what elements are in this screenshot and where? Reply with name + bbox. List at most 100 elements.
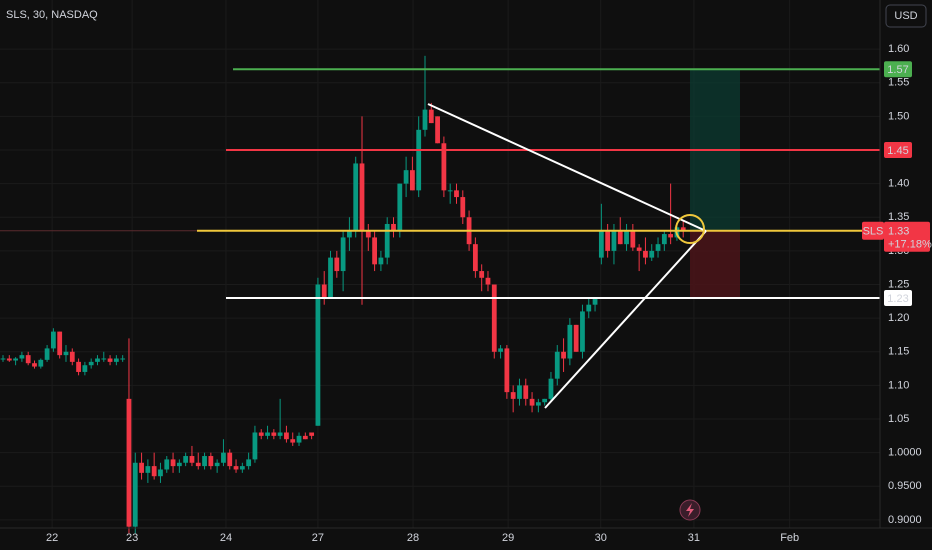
candle-body — [378, 257, 384, 265]
candle-body — [384, 223, 390, 258]
candle-body — [334, 257, 340, 272]
candle-body — [76, 361, 81, 372]
candle-body — [32, 363, 37, 367]
candle-body — [107, 358, 113, 362]
candle-body — [561, 351, 566, 359]
candle-body — [227, 452, 233, 467]
candle-body — [101, 358, 107, 360]
y-tick-label: 1.60 — [888, 43, 909, 55]
candle-body — [649, 250, 655, 258]
candle-body — [132, 462, 138, 527]
x-tick-label: 24 — [220, 532, 232, 544]
trend-line-upper — [427, 103, 707, 232]
level-tag-label: 1.45 — [887, 145, 908, 157]
candle-body — [6, 358, 12, 361]
currency-button[interactable] — [885, 4, 927, 28]
candle-body — [290, 439, 296, 443]
candles — [0, 55, 686, 534]
candle-body — [239, 466, 245, 470]
candle-body — [567, 324, 573, 359]
candle-body — [183, 456, 189, 463]
y-tick-label: 1.0000 — [888, 447, 922, 459]
symbol-tag — [862, 221, 884, 240]
y-tick-label: 1.15 — [888, 346, 909, 358]
candle-body — [359, 163, 365, 231]
y-tick-label: 1.35 — [888, 211, 909, 223]
x-tick-label: 30 — [595, 532, 607, 544]
candle-body — [233, 466, 239, 470]
candle-body — [151, 466, 157, 477]
candle-body — [391, 223, 396, 231]
candle-body — [25, 355, 31, 364]
level-tag — [884, 61, 912, 78]
symbol-tag-label: SLS — [863, 226, 884, 238]
candle-body — [88, 361, 94, 366]
y-tick-label: 1.55 — [888, 77, 909, 89]
candle-body — [0, 358, 6, 360]
grid — [0, 0, 880, 528]
candle-body — [372, 237, 378, 265]
candle-body — [82, 365, 88, 372]
candle-body — [542, 398, 548, 403]
y-tick-label: 1.25 — [888, 278, 909, 290]
level-tag-label: 1.23 — [887, 293, 908, 305]
candle-body — [636, 247, 642, 251]
candle-body — [498, 348, 503, 352]
candle-body — [208, 456, 214, 467]
y-tick-label: 0.9000 — [888, 514, 922, 526]
last-price-label: 1.33 — [888, 226, 909, 238]
candle-body — [19, 355, 25, 359]
candle-body — [57, 331, 63, 356]
candle-body — [441, 143, 447, 191]
candle-body — [403, 170, 409, 184]
candle-body — [296, 435, 302, 443]
candle-body — [353, 163, 359, 231]
x-tick-label: 23 — [126, 532, 138, 544]
candle-body — [554, 351, 560, 379]
candle-body — [50, 331, 56, 349]
candle-body — [328, 257, 333, 298]
candle-body — [265, 432, 270, 436]
candle-body — [63, 351, 69, 356]
candle-body — [643, 250, 648, 258]
candle-body — [113, 358, 119, 362]
candle-body — [580, 311, 585, 352]
candle-body — [158, 469, 163, 477]
candle-body — [13, 358, 18, 361]
x-tick-label: 22 — [46, 532, 58, 544]
y-tick-label: 1.20 — [888, 312, 909, 324]
candle-body — [617, 230, 623, 245]
candle-body — [95, 358, 100, 362]
candle-body — [365, 230, 371, 238]
candle-body — [661, 234, 667, 245]
loss-zone — [690, 231, 740, 297]
y-tick-label: 1.05 — [888, 413, 909, 425]
candle-body — [611, 230, 617, 251]
candle-body — [510, 392, 516, 399]
candle-body — [479, 271, 485, 278]
candle-body — [302, 435, 308, 440]
x-tick-label: 29 — [502, 532, 514, 544]
y-tick-label: 0.9500 — [888, 480, 922, 492]
candle-body — [447, 190, 453, 192]
candle-body — [38, 359, 44, 367]
candle-body — [189, 456, 195, 463]
candle-body — [309, 432, 315, 436]
candle-body — [170, 459, 176, 467]
x-tick-label: Feb — [780, 532, 799, 544]
candle-body — [284, 432, 289, 440]
level-tag-label: 1.57 — [887, 64, 908, 76]
candle-body — [485, 277, 491, 285]
candle-body — [44, 348, 50, 360]
candle-body — [655, 244, 661, 251]
candle-body — [605, 230, 611, 251]
level-tag — [884, 141, 912, 158]
candle-body — [195, 462, 201, 467]
currency-label[interactable]: USD — [894, 10, 917, 22]
levels — [0, 68, 880, 299]
x-tick-label: 27 — [312, 532, 324, 544]
level-tag — [884, 289, 912, 306]
candle-body — [598, 230, 604, 258]
candle-body — [630, 230, 636, 248]
